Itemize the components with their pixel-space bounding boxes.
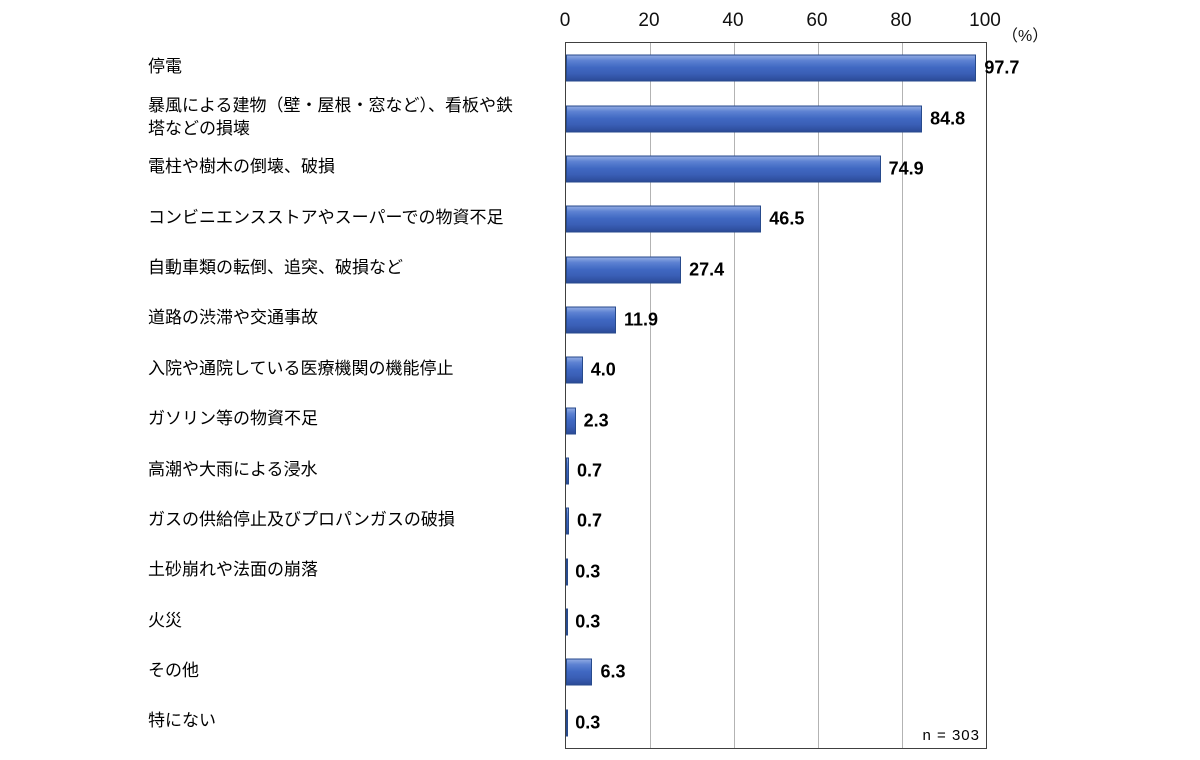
axis-unit-label: （%）: [1002, 28, 1049, 45]
bar: [566, 155, 881, 183]
category-label: 自動車類の転倒、追突、破損など: [148, 258, 403, 278]
bar: [566, 105, 923, 133]
category-label: ガスの供給停止及びプロパンガスの破損: [148, 509, 455, 529]
category-label: 電柱や樹木の倒壊、破損: [148, 157, 335, 177]
category-label: 暴風による建物（壁・屋根・窓など）、看板や鉄塔などの損壊: [148, 95, 513, 138]
bar-row: 2.3: [566, 396, 986, 446]
category-label: 高潮や大雨による浸水: [148, 459, 318, 479]
bar-row: 4.0: [566, 345, 986, 395]
value-label: 97.7: [984, 57, 1020, 78]
bar: [566, 457, 569, 485]
bar: [566, 507, 569, 535]
bar: [566, 608, 568, 636]
bar: [566, 205, 762, 233]
value-label: 0.3: [575, 712, 601, 733]
value-label: 2.3: [583, 410, 609, 431]
gridline: [818, 43, 819, 748]
bar: [566, 306, 616, 334]
bar-row: 0.3: [566, 698, 986, 748]
bar: [566, 658, 593, 686]
value-label: 27.4: [689, 259, 725, 280]
value-label: 0.7: [576, 460, 602, 481]
bar-row: 0.7: [566, 446, 986, 496]
bar-row: 27.4: [566, 244, 986, 294]
category-label: 道路の渋滞や交通事故: [148, 308, 318, 328]
value-label: 0.7: [576, 510, 602, 531]
value-label: 0.3: [575, 611, 601, 632]
bar: [566, 709, 568, 737]
bar-row: 97.7: [566, 43, 1019, 93]
gridline: [650, 43, 651, 748]
sample-size-label: n = 303: [922, 727, 980, 744]
value-label: 11.9: [623, 309, 659, 330]
category-label: 停電: [148, 56, 182, 76]
category-label: その他: [148, 660, 199, 680]
bar-row: 0.3: [566, 597, 986, 647]
category-labels-column: 停電暴風による建物（壁・屋根・窓など）、看板や鉄塔などの損壊電柱や樹木の倒壊、破…: [148, 42, 526, 747]
category-label: 土砂崩れや法面の崩落: [148, 560, 318, 580]
value-label: 6.3: [600, 661, 626, 682]
gridline: [902, 43, 903, 748]
value-label: 0.3: [575, 561, 601, 582]
value-label: 74.9: [888, 158, 924, 179]
bar: [566, 256, 682, 284]
bar-row: 0.7: [566, 496, 986, 546]
bar-row: 11.9: [566, 295, 986, 345]
category-label: コンビニエンスストアやスーパーでの物資不足: [148, 207, 504, 227]
x-tick-label: 0: [559, 10, 571, 31]
gridline: [734, 43, 735, 748]
x-tick-label: 20: [638, 10, 660, 31]
bar: [566, 356, 583, 384]
bar-row: 74.9: [566, 144, 986, 194]
x-tick-label: 40: [722, 10, 744, 31]
value-label: 84.8: [930, 108, 966, 129]
plot-area: n = 303 97.7 84.8 74.9 46.5 27.4 11.9 4.0 2.3 0.…: [565, 42, 1019, 749]
bar-row: 46.5: [566, 194, 986, 244]
bar-row: 0.3: [566, 547, 986, 597]
x-axis: 0 20 40 60 80 100: [560, 10, 1001, 36]
category-label: 入院や通院している医療機関の機能停止: [148, 358, 454, 378]
bar: [566, 407, 576, 435]
bar: [566, 558, 568, 586]
category-label: 火災: [148, 610, 182, 630]
bar: [566, 54, 977, 82]
category-label: ガソリン等の物資不足: [148, 409, 318, 429]
x-tick-label: 80: [890, 10, 912, 31]
value-label: 4.0: [590, 359, 616, 380]
value-label: 46.5: [769, 208, 805, 229]
bar-row: 84.8: [566, 93, 986, 143]
x-tick-label: 60: [806, 10, 828, 31]
bar-row: 6.3: [566, 647, 986, 697]
x-tick-label: 100: [969, 10, 1001, 31]
category-label: 特にない: [148, 711, 216, 731]
